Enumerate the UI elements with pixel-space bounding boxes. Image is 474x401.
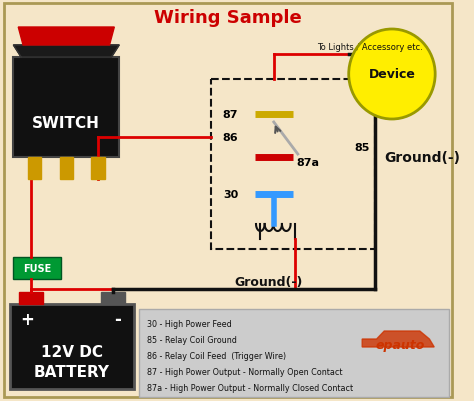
Text: Wiring Sample: Wiring Sample [154, 9, 301, 27]
Circle shape [349, 30, 435, 120]
Text: 30: 30 [223, 190, 238, 200]
Text: 86 - Relay Coil Feed  (Trigger Wire): 86 - Relay Coil Feed (Trigger Wire) [147, 351, 286, 360]
Text: 87a - High Power Output - Normally Closed Contact: 87a - High Power Output - Normally Close… [147, 383, 353, 392]
Polygon shape [28, 158, 41, 180]
Polygon shape [101, 292, 125, 304]
Bar [139, 309, 448, 397]
Text: 85 - Relay Coil Ground: 85 - Relay Coil Ground [147, 335, 237, 344]
Bar [211, 80, 374, 249]
Text: +: + [20, 310, 34, 328]
FancyBboxPatch shape [13, 58, 119, 158]
Text: 87: 87 [223, 110, 238, 120]
Text: epauto: epauto [376, 339, 425, 352]
Text: 87a: 87a [296, 158, 319, 168]
Text: Ground(-): Ground(-) [384, 151, 460, 164]
Text: 87 - High Power Output - Normally Open Contact: 87 - High Power Output - Normally Open C… [147, 367, 343, 376]
Text: SWITCH: SWITCH [32, 115, 100, 130]
Bar [9, 304, 135, 389]
Text: 86: 86 [223, 133, 238, 143]
Text: 85: 85 [355, 143, 370, 153]
Polygon shape [19, 292, 43, 304]
Text: FUSE: FUSE [23, 263, 52, 273]
Text: Device: Device [368, 68, 415, 81]
Text: Ground(-): Ground(-) [235, 276, 303, 289]
Polygon shape [13, 46, 119, 58]
Text: 12V DC: 12V DC [41, 344, 103, 360]
Text: To Lights / Accessory etc.: To Lights / Accessory etc. [317, 43, 423, 53]
Polygon shape [60, 158, 73, 180]
Polygon shape [91, 158, 105, 180]
Text: -: - [114, 310, 121, 328]
Text: 30 - High Power Feed: 30 - High Power Feed [147, 319, 232, 328]
Text: BATTERY: BATTERY [34, 365, 110, 380]
Polygon shape [18, 28, 114, 46]
Bar [13, 257, 62, 279]
Polygon shape [362, 331, 434, 347]
